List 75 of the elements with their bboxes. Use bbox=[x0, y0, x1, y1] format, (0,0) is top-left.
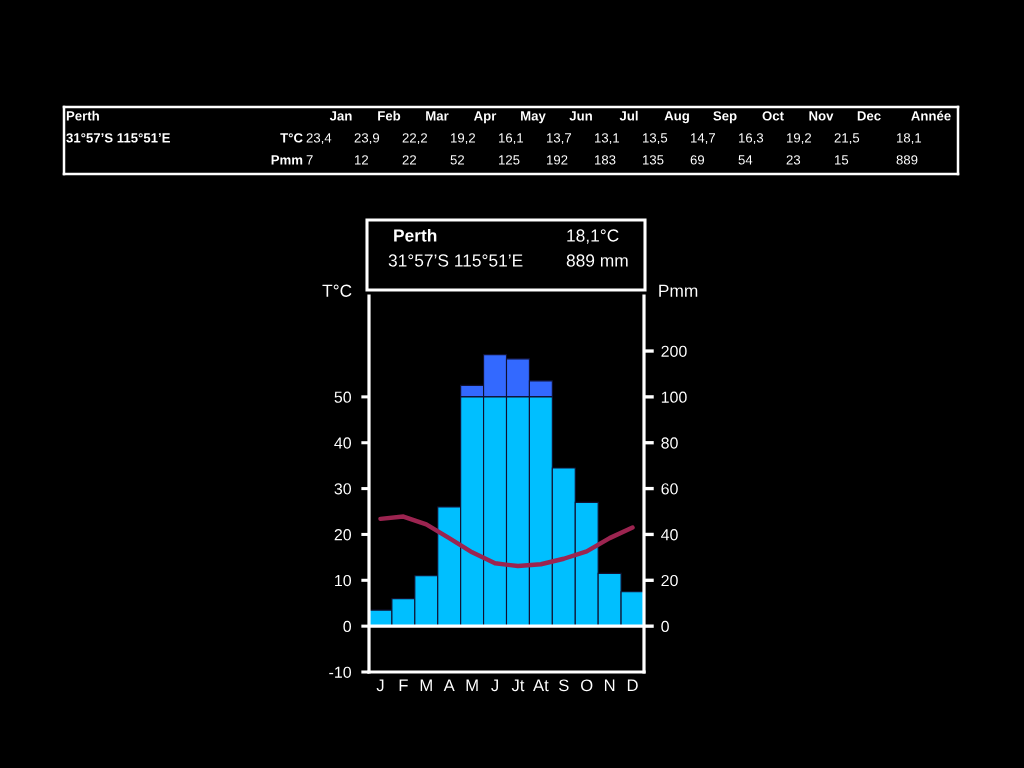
y2-tick-label: 0 bbox=[661, 620, 669, 633]
data-label: 19,2 bbox=[787, 133, 812, 145]
data-label: 21,5 bbox=[834, 133, 860, 145]
x-tick-label: N bbox=[604, 679, 615, 692]
category-label: Jan bbox=[329, 111, 352, 121]
category-label: May bbox=[521, 111, 546, 124]
x-tick-label: At bbox=[533, 679, 549, 692]
x-tick-label: F bbox=[399, 679, 408, 692]
x-tick-label: Jt bbox=[511, 679, 525, 692]
y-tick-label: 40 bbox=[334, 437, 352, 449]
data-label: 18,1 bbox=[897, 133, 922, 145]
category-label: Oct bbox=[762, 111, 784, 121]
data-label: 15 bbox=[835, 155, 849, 165]
data-label: 13,7 bbox=[547, 133, 572, 145]
x-tick-label: J bbox=[376, 679, 384, 692]
y2-tick-label: 60 bbox=[661, 483, 678, 495]
data-label: 16,1 bbox=[499, 133, 524, 145]
data-label: 22,2 bbox=[402, 133, 428, 145]
category-label: Jun bbox=[569, 111, 592, 121]
text: 889 mm bbox=[566, 254, 628, 267]
data-label: 23,4 bbox=[306, 133, 332, 145]
text: 31°57’S 115°51’E bbox=[66, 133, 170, 143]
data-label: 889 bbox=[896, 155, 918, 165]
category-label: Jul bbox=[619, 110, 638, 121]
y-axis-title: T°C bbox=[322, 284, 352, 297]
category-label: Feb bbox=[378, 110, 401, 121]
data-label: 183 bbox=[595, 155, 616, 165]
y-tick-label: 10 bbox=[335, 574, 352, 587]
category-label: Nov bbox=[809, 111, 834, 121]
y2-tick-label: 80 bbox=[661, 437, 678, 449]
category-label: Dec bbox=[857, 111, 881, 121]
category-label: Aug bbox=[664, 111, 689, 124]
data-label: 19,2 bbox=[451, 133, 476, 145]
chart-title: Perth bbox=[394, 228, 437, 242]
x-tick-label: J bbox=[491, 679, 498, 692]
data-label: 23 bbox=[786, 155, 801, 165]
y-tick-label: 30 bbox=[334, 483, 352, 495]
x-tick-label: S bbox=[558, 679, 569, 692]
data-label: 14,7 bbox=[691, 133, 716, 145]
data-label: 12 bbox=[355, 155, 369, 165]
y-tick-label: 0 bbox=[343, 620, 352, 633]
chart-subtitle: 31°57’S 115°51’E bbox=[388, 254, 523, 267]
data-label: 13,1 bbox=[595, 133, 620, 145]
data-label: 125 bbox=[499, 155, 520, 165]
category-label: Apr bbox=[473, 111, 497, 124]
data-label: 16,3 bbox=[739, 133, 764, 145]
data-label: 69 bbox=[690, 155, 705, 165]
text: Perth bbox=[66, 110, 99, 121]
y3-tick-label: 100 bbox=[661, 391, 687, 403]
data-label: 54 bbox=[738, 155, 753, 165]
x-tick-label: M bbox=[466, 679, 478, 692]
y3-tick-label: 200 bbox=[661, 345, 687, 357]
category-label: Année bbox=[911, 110, 951, 121]
x-tick-label: O bbox=[581, 679, 593, 692]
y2-tick-label: 20 bbox=[661, 574, 678, 587]
text: 18,1°C bbox=[567, 229, 619, 244]
y2-axis-title: Pmm bbox=[659, 284, 698, 297]
y-tick-label: 50 bbox=[334, 391, 352, 403]
x-tick-label: A bbox=[443, 679, 455, 692]
y-tick-label: -10 bbox=[329, 666, 352, 678]
y-tick-label: 20 bbox=[334, 529, 352, 541]
category-label: Sep bbox=[713, 111, 737, 124]
data-label: 23,9 bbox=[354, 133, 380, 145]
data-label: 22 bbox=[402, 155, 417, 165]
x-tick-label: M bbox=[420, 679, 432, 692]
y2-tick-label: 40 bbox=[661, 529, 678, 541]
data-label: 192 bbox=[547, 155, 568, 165]
x-tick-label: D bbox=[627, 679, 638, 692]
data-label: 13,5 bbox=[643, 133, 668, 145]
text: T°C bbox=[280, 133, 303, 143]
text: Pmm bbox=[271, 155, 303, 165]
data-label: 52 bbox=[450, 155, 465, 165]
category-label: Mar bbox=[426, 111, 449, 121]
data-label: 135 bbox=[643, 155, 664, 165]
data-label: 7 bbox=[306, 155, 313, 165]
